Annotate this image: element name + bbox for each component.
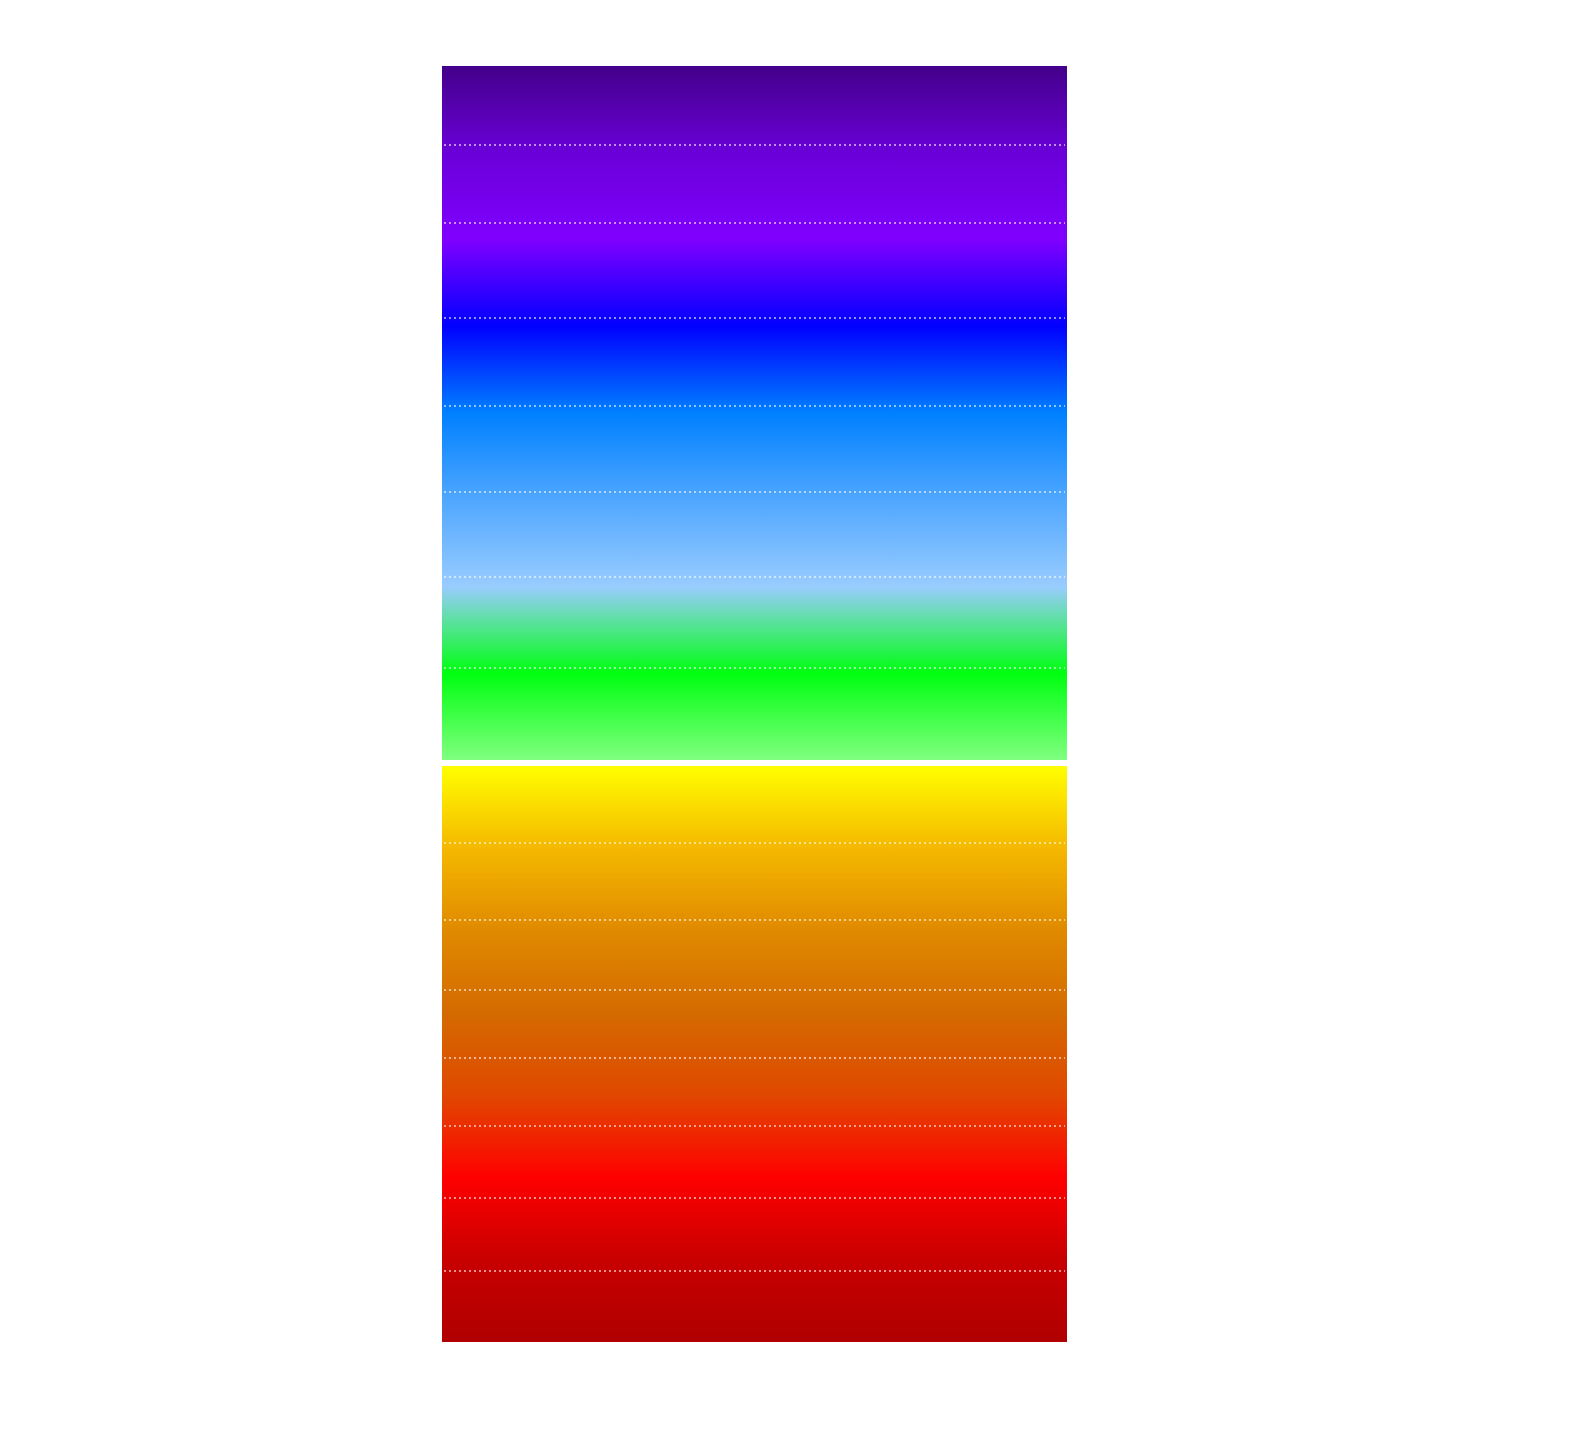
gradient-panel bbox=[442, 66, 1067, 760]
gradient-panel bbox=[442, 766, 1067, 1342]
